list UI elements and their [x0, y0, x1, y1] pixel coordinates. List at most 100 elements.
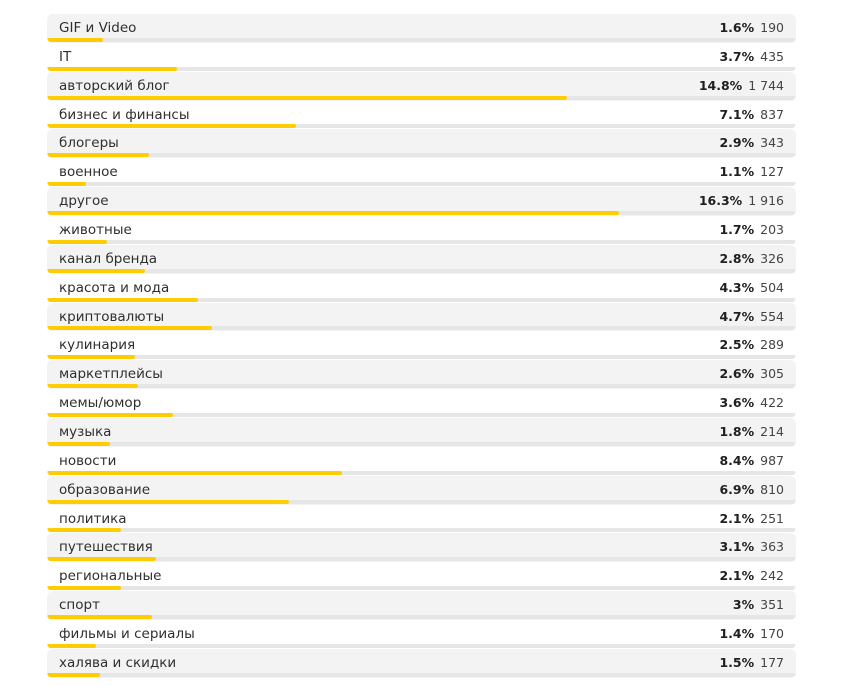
category-row: политика 2.1% 251 [47, 505, 796, 534]
bar-fill [47, 326, 212, 331]
percent-label: 8.4% [719, 452, 755, 468]
count-label: 810 [760, 481, 784, 497]
bar-track [47, 239, 796, 244]
category-label: музыка [59, 424, 112, 441]
category-row: региональные 2.1% 242 [47, 562, 796, 591]
percent-label: 1.7% [719, 222, 755, 238]
category-row: музыка 1.8% 214 [47, 418, 796, 447]
bar-fill [47, 413, 174, 418]
value-group: 1.4% 170 [719, 626, 784, 642]
bar-fill [47, 153, 149, 158]
category-bar-list: GIF и Video 1.6% 190 IT 3.7% 435 авторский бло… [47, 14, 796, 678]
bar-fill [47, 470, 342, 475]
percent-label: 1.1% [719, 164, 755, 180]
bar-fill [47, 441, 111, 446]
bar-fill [47, 355, 135, 360]
category-row: животные 1.7% 203 [47, 216, 796, 245]
percent-label: 1.6% [719, 20, 755, 35]
percent-label: 2.9% [719, 135, 755, 151]
bar-fill [47, 499, 290, 504]
category-label: кулинария [59, 337, 136, 354]
bar-track [47, 557, 796, 562]
category-row: образование 6.9% 810 [47, 475, 796, 505]
category-label: красота и мода [59, 279, 170, 296]
value-group: 3.1% 363 [719, 539, 784, 555]
category-row: мемы/юмор 3.6% 422 [47, 389, 796, 418]
category-row: криптовалюты 4.7% 554 [47, 302, 796, 332]
percent-label: 2.5% [719, 337, 755, 353]
category-label: образование [59, 481, 150, 498]
category-label: животные [59, 222, 132, 239]
category-row: GIF и Video 1.6% 190 [47, 14, 796, 43]
bar-track [47, 672, 796, 677]
category-row: бизнес и финансы 7.1% 837 [47, 101, 796, 130]
value-group: 8.4% 987 [719, 453, 784, 469]
value-group: 7.1% 837 [719, 107, 784, 123]
bar-track [47, 470, 796, 475]
value-group: 6.9% 810 [719, 482, 784, 498]
bar-fill [47, 268, 146, 273]
bar-fill [47, 615, 153, 620]
bar-fill [47, 95, 567, 100]
percent-label: 2.8% [719, 250, 755, 266]
bar-track [47, 528, 796, 533]
value-group: 2.8% 326 [719, 251, 784, 267]
bar-fill [47, 557, 156, 562]
category-row: авторский блог 14.8% 1 744 [47, 71, 796, 101]
category-label: военное [59, 164, 118, 181]
bar-track [47, 384, 796, 389]
percent-label: 2.1% [719, 568, 755, 584]
value-group: 3.6% 422 [719, 395, 784, 411]
value-group: 1.8% 214 [719, 424, 784, 440]
category-label: региональные [59, 568, 162, 585]
bar-track [47, 66, 796, 71]
bar-fill [47, 586, 121, 591]
bar-track [47, 326, 796, 331]
bar-fill [47, 384, 139, 389]
value-group: 2.5% 289 [719, 337, 784, 353]
bar-fill [47, 66, 177, 71]
bar-fill [47, 239, 107, 244]
count-label: 251 [760, 510, 784, 526]
count-label: 554 [760, 308, 784, 324]
count-label: 305 [760, 366, 784, 382]
percent-label: 4.3% [719, 279, 755, 295]
percent-label: 2.6% [719, 366, 755, 382]
value-group: 2.6% 305 [719, 366, 784, 382]
percent-label: 3.1% [719, 539, 755, 555]
bar-fill [47, 528, 121, 533]
value-group: 16.3% 1 916 [699, 193, 784, 209]
category-label: спорт [59, 597, 100, 614]
bar-fill [47, 297, 198, 302]
category-row: фильмы и сериалы 1.4% 170 [47, 620, 796, 649]
percent-label: 2.1% [719, 510, 755, 526]
bar-track [47, 586, 796, 591]
percent-label: 3.7% [719, 48, 755, 64]
category-label: блогеры [59, 135, 119, 152]
category-row: путешествия 3.1% 363 [47, 533, 796, 563]
category-label: GIF и Video [59, 20, 137, 36]
bar-fill [47, 643, 97, 648]
category-label: мемы/юмор [59, 395, 142, 412]
bar-track [47, 153, 796, 158]
count-label: 422 [760, 395, 784, 411]
category-row: другое 16.3% 1 916 [47, 187, 796, 217]
bar-track [47, 268, 796, 273]
count-label: 190 [760, 20, 784, 35]
category-label: авторский блог [59, 77, 170, 94]
bar-fill [47, 672, 100, 677]
category-label: криптовалюты [59, 308, 165, 325]
count-label: 214 [760, 424, 784, 440]
count-label: 203 [760, 222, 784, 238]
category-label: IT [59, 48, 72, 65]
category-label: халява и скидки [59, 654, 177, 671]
percent-label: 1.4% [719, 626, 755, 642]
category-row: маркетплейсы 2.6% 305 [47, 360, 796, 390]
category-row: новости 8.4% 987 [47, 447, 796, 476]
count-label: 837 [760, 106, 784, 122]
category-label: маркетплейсы [59, 366, 163, 383]
value-group: 2.1% 242 [719, 568, 784, 584]
percent-label: 14.8% [698, 77, 743, 93]
bar-track [47, 124, 796, 129]
bar-track [47, 413, 796, 418]
